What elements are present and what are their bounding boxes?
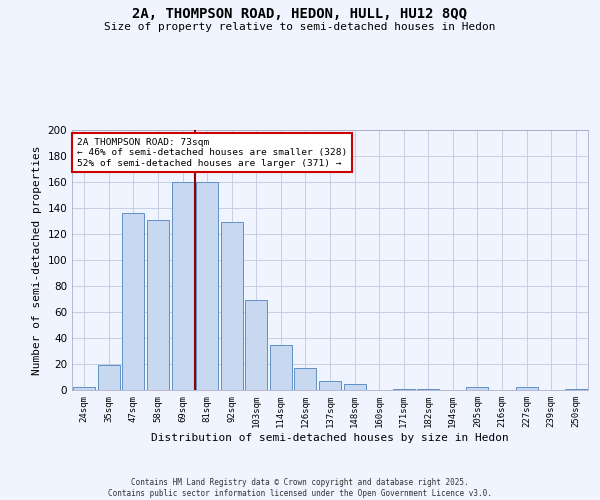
Y-axis label: Number of semi-detached properties: Number of semi-detached properties [32,145,42,375]
Bar [392,388,415,390]
Bar [73,388,95,390]
Bar [196,182,218,390]
Bar [565,388,587,390]
Bar [270,344,292,390]
Bar [172,182,194,390]
Bar [295,368,316,390]
Bar [98,366,120,390]
Text: Size of property relative to semi-detached houses in Hedon: Size of property relative to semi-detach… [104,22,496,32]
Bar [221,222,243,390]
Bar [245,300,268,390]
Bar [122,213,145,390]
Bar [344,384,365,390]
Bar [417,388,439,390]
Bar [319,381,341,390]
Text: 2A THOMPSON ROAD: 73sqm
← 46% of semi-detached houses are smaller (328)
52% of s: 2A THOMPSON ROAD: 73sqm ← 46% of semi-de… [77,138,347,168]
Bar [515,388,538,390]
X-axis label: Distribution of semi-detached houses by size in Hedon: Distribution of semi-detached houses by … [151,432,509,442]
Bar [466,388,488,390]
Text: Contains HM Land Registry data © Crown copyright and database right 2025.
Contai: Contains HM Land Registry data © Crown c… [108,478,492,498]
Text: 2A, THOMPSON ROAD, HEDON, HULL, HU12 8QQ: 2A, THOMPSON ROAD, HEDON, HULL, HU12 8QQ [133,8,467,22]
Bar [147,220,169,390]
